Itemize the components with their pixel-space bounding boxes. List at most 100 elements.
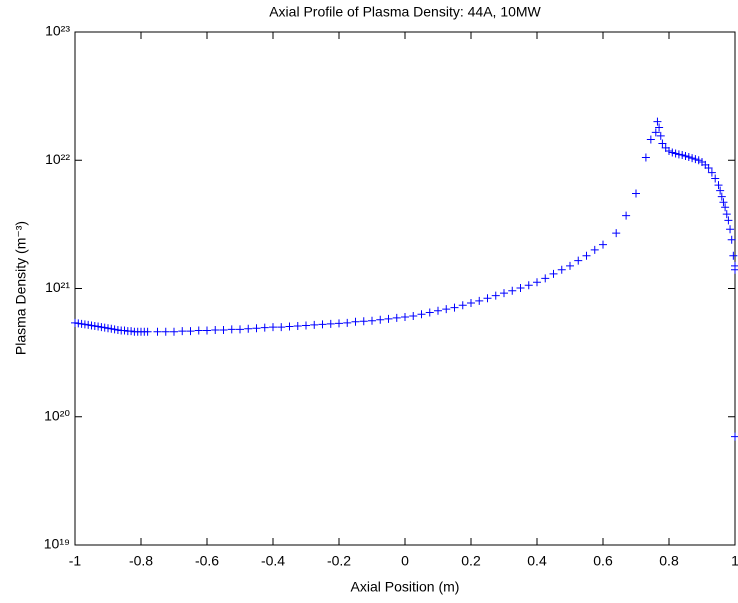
point bbox=[717, 192, 726, 201]
point bbox=[285, 322, 294, 331]
point bbox=[277, 323, 286, 332]
y-tick-label: 10²² bbox=[45, 151, 70, 167]
y-tick-label: 10¹⁹ bbox=[44, 536, 70, 552]
point bbox=[120, 326, 129, 335]
point bbox=[719, 198, 728, 207]
point bbox=[681, 151, 690, 160]
point bbox=[694, 156, 703, 165]
point bbox=[674, 150, 683, 159]
point bbox=[590, 245, 599, 254]
point bbox=[557, 265, 566, 274]
point bbox=[236, 325, 244, 334]
point bbox=[541, 274, 550, 283]
point bbox=[653, 117, 662, 126]
point bbox=[724, 216, 733, 225]
point bbox=[566, 261, 574, 270]
point bbox=[716, 186, 725, 195]
point bbox=[302, 321, 310, 330]
x-tick-label: 0.8 bbox=[659, 553, 679, 569]
point bbox=[524, 281, 533, 290]
point bbox=[343, 318, 352, 327]
point bbox=[244, 324, 253, 333]
point bbox=[293, 322, 302, 331]
x-tick-label: -0.2 bbox=[327, 553, 351, 569]
point bbox=[84, 320, 93, 329]
point bbox=[612, 229, 621, 238]
point bbox=[632, 189, 640, 198]
point bbox=[442, 305, 451, 314]
point bbox=[359, 317, 368, 326]
point bbox=[227, 325, 236, 334]
point bbox=[665, 147, 673, 156]
point bbox=[599, 240, 607, 249]
x-tick-label: -0.6 bbox=[195, 553, 219, 569]
x-tick-label: 0.6 bbox=[593, 553, 613, 569]
point bbox=[622, 211, 631, 220]
point bbox=[90, 322, 99, 331]
point bbox=[707, 168, 716, 177]
x-tick-label: -0.8 bbox=[129, 553, 153, 569]
point bbox=[668, 148, 677, 157]
point bbox=[467, 299, 475, 308]
point bbox=[500, 289, 508, 298]
point bbox=[252, 324, 261, 333]
y-axis-label: Plasma Density (m⁻³) bbox=[13, 221, 29, 355]
point bbox=[203, 326, 211, 335]
point bbox=[384, 314, 393, 323]
point bbox=[516, 283, 525, 292]
point bbox=[729, 251, 738, 260]
x-axis-label: Axial Position (m) bbox=[351, 579, 460, 595]
point bbox=[678, 150, 687, 159]
point bbox=[104, 324, 112, 333]
point bbox=[656, 131, 665, 140]
point bbox=[508, 286, 517, 295]
point bbox=[94, 322, 103, 331]
point bbox=[434, 306, 442, 315]
point bbox=[260, 323, 269, 332]
point bbox=[726, 225, 735, 234]
point bbox=[335, 319, 343, 328]
point bbox=[641, 153, 650, 162]
point bbox=[80, 320, 89, 329]
point bbox=[458, 301, 467, 310]
point bbox=[326, 319, 335, 328]
point bbox=[691, 155, 700, 164]
point bbox=[549, 269, 558, 278]
x-tick-label: 0 bbox=[401, 553, 409, 569]
point bbox=[100, 323, 109, 332]
point bbox=[491, 291, 500, 300]
point bbox=[661, 143, 670, 152]
point bbox=[483, 294, 492, 303]
point bbox=[97, 323, 106, 332]
point bbox=[71, 318, 79, 327]
point bbox=[651, 128, 660, 137]
y-tick-label: 10²⁰ bbox=[44, 407, 70, 423]
point bbox=[110, 325, 119, 334]
point bbox=[74, 319, 83, 328]
point bbox=[582, 251, 591, 260]
point bbox=[401, 312, 409, 321]
chart-title: Axial Profile of Plasma Density: 44A, 10… bbox=[269, 4, 541, 20]
x-tick-label: 1 bbox=[731, 553, 738, 569]
point bbox=[727, 235, 736, 244]
point bbox=[170, 327, 178, 336]
point bbox=[392, 313, 401, 322]
point bbox=[178, 327, 187, 336]
point bbox=[127, 327, 136, 336]
x-tick-label: -1 bbox=[69, 553, 82, 569]
point bbox=[113, 325, 122, 334]
x-tick-label: 0.4 bbox=[527, 553, 547, 569]
point bbox=[688, 154, 697, 163]
point bbox=[211, 325, 220, 334]
point bbox=[450, 303, 459, 312]
point bbox=[186, 327, 195, 336]
point bbox=[376, 315, 385, 324]
point bbox=[574, 256, 583, 265]
point bbox=[77, 319, 86, 328]
point bbox=[731, 432, 738, 441]
point bbox=[318, 320, 327, 329]
point bbox=[731, 265, 738, 274]
point bbox=[351, 317, 360, 326]
point bbox=[714, 181, 723, 190]
